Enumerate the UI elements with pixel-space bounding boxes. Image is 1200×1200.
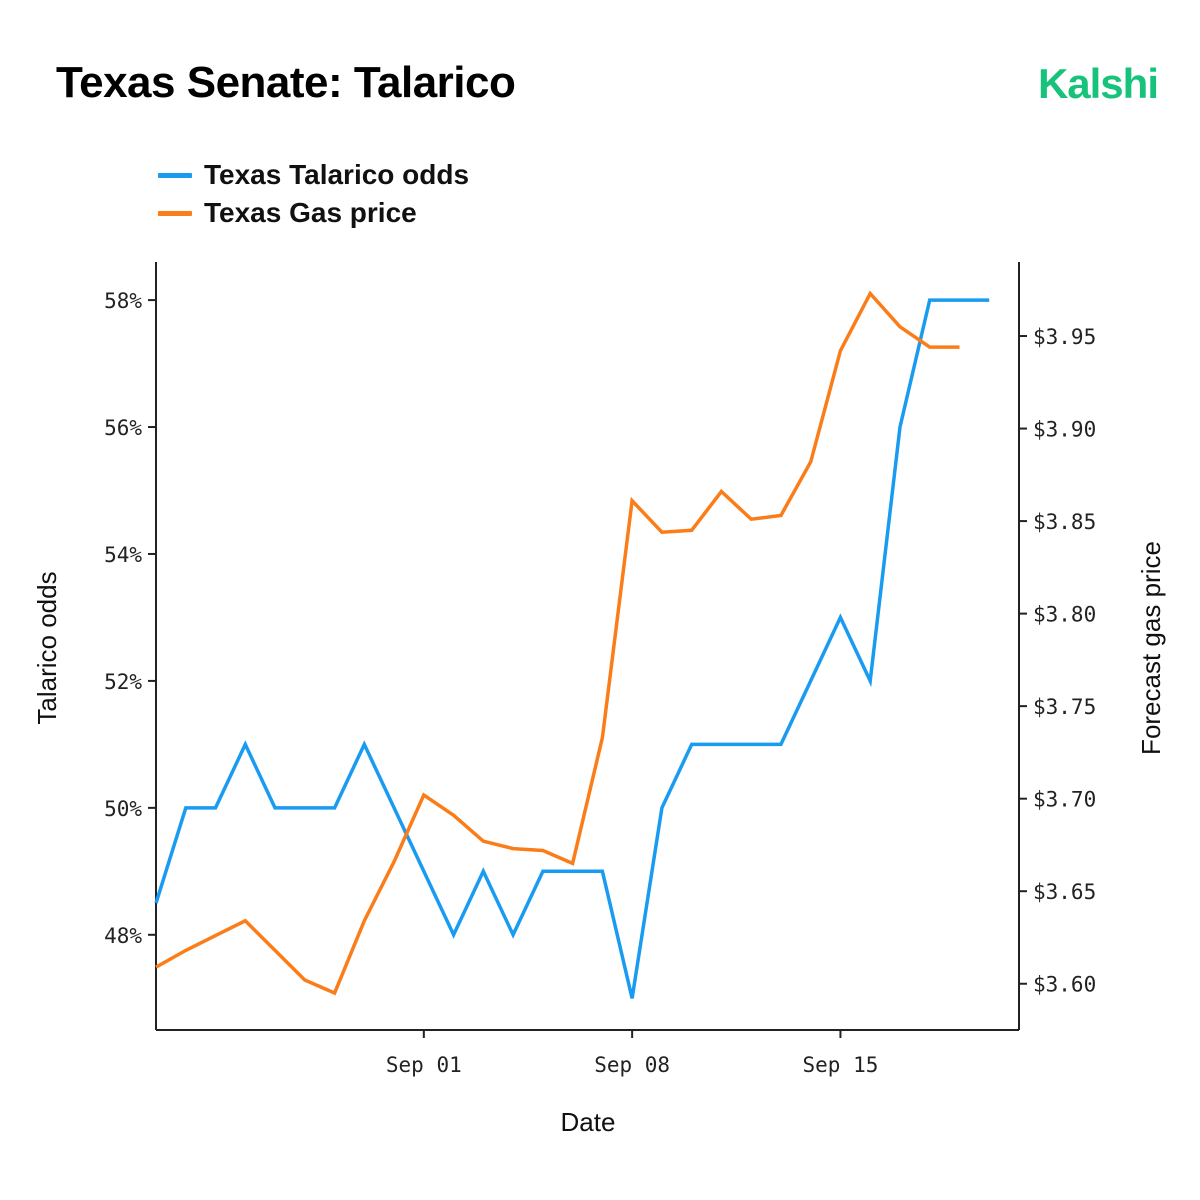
left-y-tick-label: 58% [104, 289, 142, 313]
left-y-axis-title: Talarico odds [32, 571, 62, 724]
left-y-tick-label: 56% [104, 416, 142, 440]
right-y-tick-label: $3.60 [1033, 973, 1096, 997]
right-y-tick-label: $3.85 [1033, 510, 1096, 534]
chart-title: Texas Senate: Talarico [56, 58, 516, 107]
x-tick-label: Sep 15 [803, 1053, 879, 1077]
x-tick-label: Sep 01 [386, 1053, 462, 1077]
chart-axes: 48% 50% 52% 54% 56% 58% $3.60 $3.65 $3.70 $3.75 $3… [104, 262, 1096, 1077]
gas-price-line [155, 290, 960, 996]
legend-item-odds: Texas Talarico odds [158, 156, 469, 194]
x-axis-title: Date [561, 1107, 616, 1137]
left-y-tick-label: 54% [104, 543, 142, 567]
legend-swatch-gas [158, 210, 192, 216]
series-layer [154, 290, 990, 999]
series-odds [154, 298, 990, 999]
legend-label-odds: Texas Talarico odds [204, 159, 470, 190]
legend-item-gas: Texas Gas price [158, 194, 469, 232]
right-y-tick-label: $3.80 [1033, 603, 1096, 627]
right-y-tick-label: $3.90 [1033, 418, 1096, 442]
right-y-tick-label: $3.95 [1033, 325, 1096, 349]
kalshi-logo: Kalshi [1037, 60, 1159, 107]
right-y-tick-label: $3.75 [1033, 695, 1096, 719]
left-y-tick-label: 50% [104, 797, 142, 821]
right-y-tick-label: $3.70 [1033, 788, 1096, 812]
legend-label-gas: Texas Gas price [204, 197, 417, 228]
right-y-axis-title: Forecast gas price [1136, 541, 1166, 755]
left-y-tick-label: 48% [104, 924, 142, 948]
x-tick-label: Sep 08 [594, 1053, 670, 1077]
left-y-tick-label: 52% [104, 670, 142, 694]
chart-legend: Texas Talarico odds Texas Gas price [158, 156, 469, 232]
right-y-tick-label: $3.65 [1033, 880, 1096, 904]
series-gas-price [155, 290, 960, 996]
odds-line [154, 298, 990, 999]
legend-swatch-odds [158, 172, 192, 178]
